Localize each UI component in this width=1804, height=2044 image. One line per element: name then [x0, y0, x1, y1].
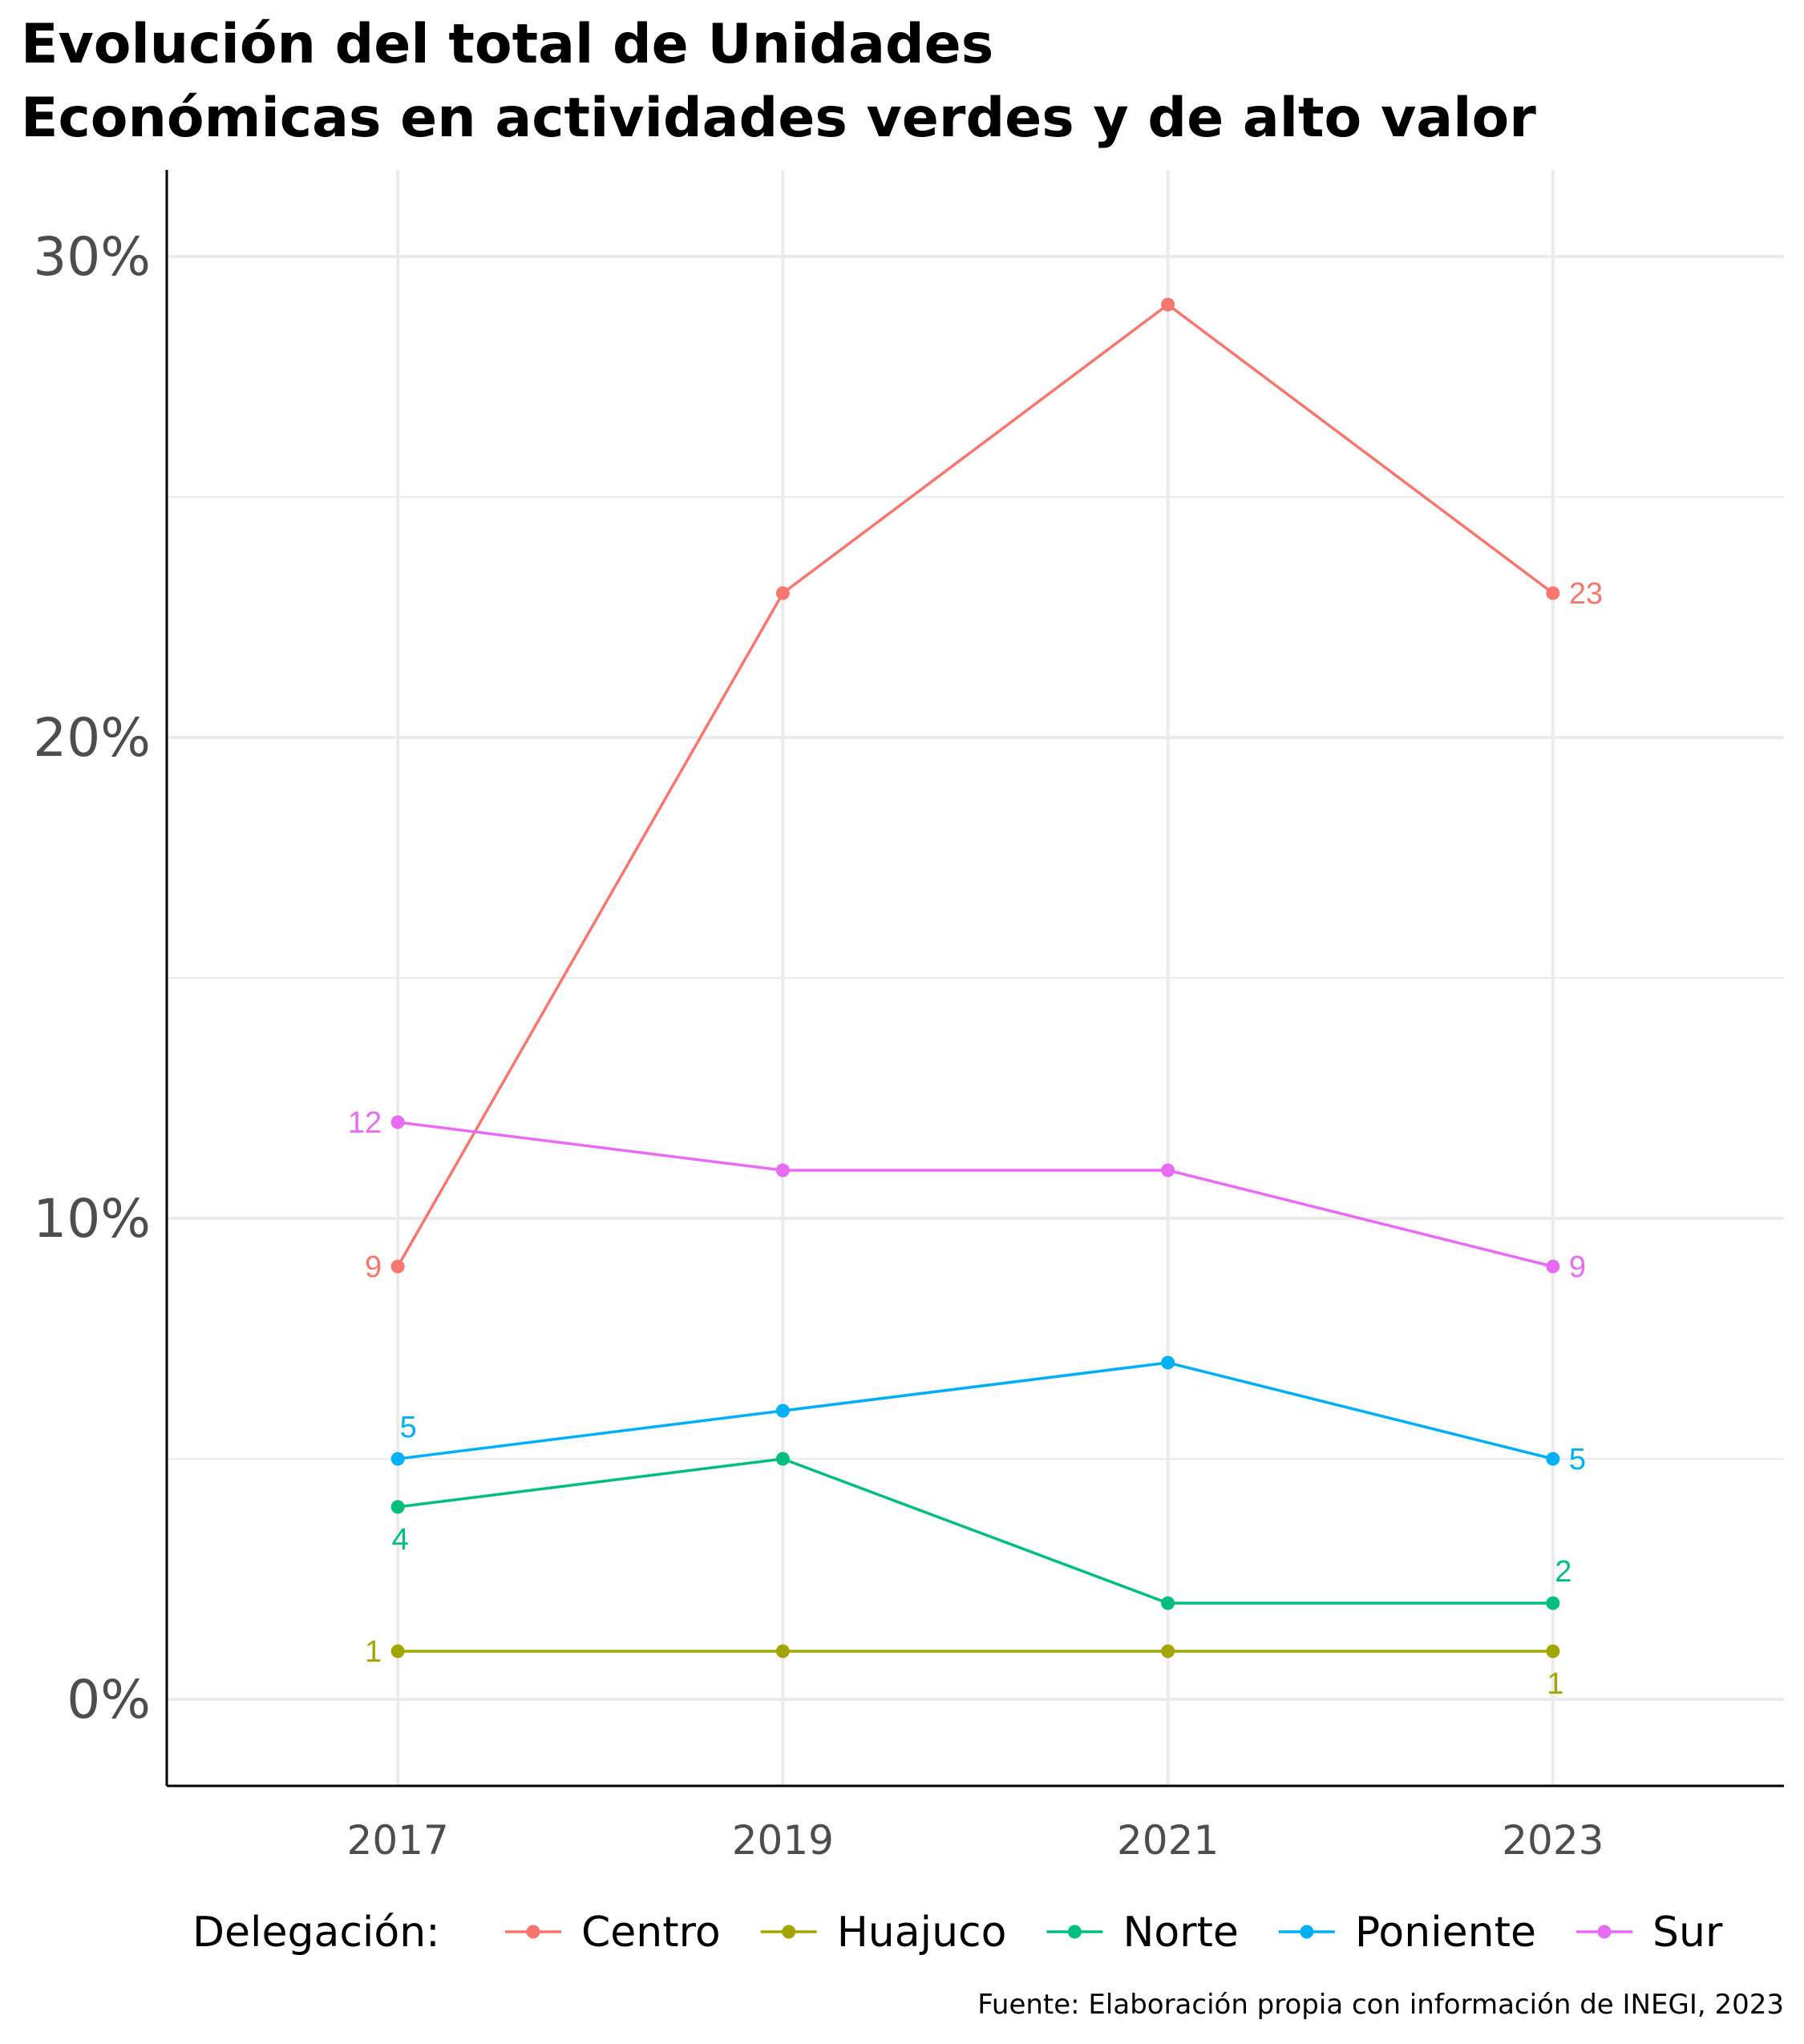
- data-point-centro: [1546, 586, 1560, 600]
- chart-title-line-1: Evolución del total de Unidades: [21, 13, 993, 76]
- x-tick-label: 2017: [347, 1817, 449, 1864]
- data-label-centro: 23: [1569, 577, 1603, 611]
- axes: [165, 170, 1784, 1787]
- data-point-norte: [775, 1452, 790, 1466]
- data-label-norte: 2: [1555, 1555, 1571, 1589]
- x-tick-label: 2021: [1117, 1817, 1219, 1864]
- data-point-poniente: [1161, 1355, 1175, 1370]
- legend-title: Delegación:: [192, 1909, 440, 1957]
- data-point-huajuco: [1161, 1644, 1175, 1658]
- data-point-centro: [390, 1259, 405, 1274]
- data-label-huajuco: 1: [365, 1635, 382, 1669]
- data-point-centro: [775, 586, 790, 600]
- series-line-norte: [397, 1457, 1553, 1605]
- legend-label-norte: Norte: [1122, 1909, 1238, 1957]
- data-point-sur: [1546, 1259, 1560, 1274]
- legend-label-huajuco: Huajuco: [837, 1909, 1007, 1957]
- data-point-norte: [1161, 1596, 1175, 1610]
- y-axis-ticks: 0% 10% 20% 30%: [33, 226, 151, 1731]
- data-label-centro: 9: [365, 1250, 382, 1284]
- legend-key-point-poniente: [1300, 1925, 1314, 1939]
- series-line-sur: [397, 1121, 1554, 1268]
- data-point-norte: [390, 1500, 405, 1514]
- grid: [167, 170, 1784, 1786]
- data-label-poniente: 5: [400, 1411, 417, 1444]
- data-point-centro: [1161, 297, 1175, 312]
- x-tick-label: 2023: [1502, 1817, 1604, 1864]
- data-label-norte: 4: [392, 1523, 409, 1557]
- data-point-sur: [775, 1163, 790, 1178]
- data-label-sur: 12: [348, 1106, 382, 1140]
- legend-key-point-norte: [1067, 1925, 1082, 1939]
- data-label-poniente: 5: [1569, 1443, 1586, 1476]
- y-tick-label: 10%: [33, 1188, 151, 1250]
- chart-title-line-2: Económicas en actividades verdes y de al…: [21, 87, 1536, 150]
- chart-caption: Fuente: Elaboración propia con informaci…: [977, 1989, 1784, 2021]
- data-point-norte: [1546, 1596, 1560, 1610]
- data-point-poniente: [390, 1452, 405, 1466]
- series-group: [390, 297, 1560, 1658]
- data-point-poniente: [1546, 1452, 1560, 1466]
- y-tick-label: 0%: [67, 1669, 151, 1731]
- data-label-sur: 9: [1569, 1250, 1586, 1284]
- series-line-centro: [396, 302, 1554, 1267]
- legend-label-poniente: Poniente: [1355, 1909, 1536, 1957]
- x-axis-ticks: 2017 2019 2021 2023: [347, 1817, 1604, 1864]
- series-line-poniente: [397, 1361, 1554, 1460]
- data-labels: 9 23 1 1 4 2 5 5 12 9: [348, 577, 1603, 1701]
- data-point-huajuco: [775, 1644, 790, 1658]
- legend-key-point-huajuco: [782, 1925, 796, 1939]
- legend-key-point-centro: [526, 1925, 540, 1939]
- legend-label-centro: Centro: [581, 1909, 721, 1957]
- y-tick-label: 20%: [33, 707, 151, 769]
- legend-label-sur: Sur: [1652, 1909, 1723, 1957]
- legend-key-point-sur: [1597, 1925, 1612, 1939]
- data-point-huajuco: [390, 1644, 405, 1658]
- data-label-huajuco: 1: [1547, 1667, 1563, 1701]
- data-point-huajuco: [1546, 1644, 1560, 1658]
- legend: Delegación: Centro Huajuco Norte Poniente Su…: [192, 1909, 1723, 1957]
- data-point-sur: [1161, 1163, 1175, 1178]
- y-tick-label: 30%: [33, 226, 151, 288]
- data-point-poniente: [775, 1404, 790, 1418]
- x-tick-label: 2019: [732, 1817, 834, 1864]
- data-point-sur: [390, 1115, 405, 1129]
